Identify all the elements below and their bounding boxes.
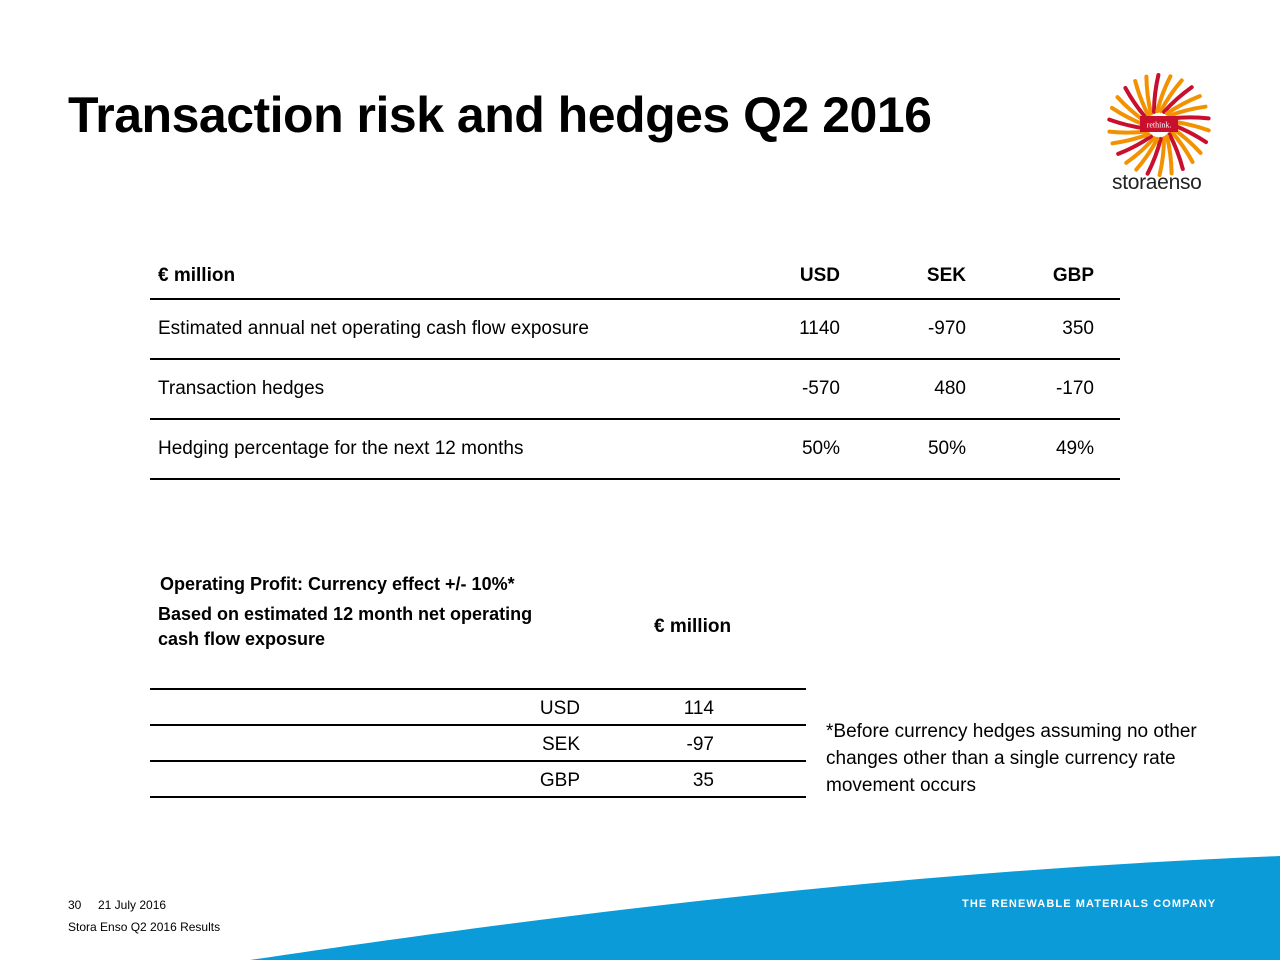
logo-ray [1145, 136, 1163, 176]
logo-ray [1144, 74, 1153, 116]
logo-ray [1162, 85, 1194, 114]
footer-subtitle: Stora Enso Q2 2016 Results [68, 920, 221, 934]
logo-ray [1158, 78, 1184, 114]
header-sek: SEK [926, 265, 966, 286]
company-logo: rethink. [1106, 72, 1212, 196]
exposure-table: € million USD SEK GBP Estimated annual n… [150, 258, 1120, 480]
row-label: Hedging percentage for the next 12 month… [158, 438, 524, 459]
logo-ray [1157, 136, 1166, 177]
page-number: 30 [68, 898, 82, 912]
sensitivity-subheading: Based on estimated 12 month net operatin… [158, 604, 533, 649]
sunburst-logo-icon: rethink. [1107, 73, 1211, 177]
effect-value: 114 [683, 698, 714, 719]
footnote: *Before currency hedges assuming no othe… [826, 721, 1197, 796]
cell-sek: -970 [927, 318, 966, 339]
table-row: Hedging percentage for the next 12 month… [150, 420, 1120, 480]
logo-ray [1167, 104, 1208, 118]
page-title: Transaction risk and hedges Q2 2016 [68, 87, 932, 143]
table-row: Transaction hedges -570 480 -170 [150, 360, 1120, 420]
brand-wordmark: storaenso [1112, 171, 1202, 194]
cell-sek: 480 [934, 378, 966, 399]
currency-label: SEK [541, 734, 580, 755]
logo-badge-text: rethink. [1147, 121, 1172, 130]
logo-ray [1165, 134, 1174, 176]
table-row: SEK -97 [150, 726, 806, 762]
row-label: Transaction hedges [158, 378, 325, 399]
logo-ray [1124, 136, 1156, 165]
cell-usd: -570 [801, 378, 840, 399]
cell-sek: 50% [927, 438, 966, 459]
footer-date: 21 July 2016 [98, 898, 167, 912]
currency-label: USD [539, 698, 580, 719]
header-gbp: GBP [1052, 265, 1094, 286]
table-header-row: € million USD SEK GBP [150, 258, 1120, 300]
table-row: GBP 35 [150, 762, 806, 798]
logo-ray [1152, 73, 1161, 114]
table-row: USD 114 [150, 690, 806, 726]
cell-gbp: 350 [1062, 318, 1094, 339]
sensitivity-unit: € million [654, 616, 732, 637]
logo-ray [1134, 136, 1160, 172]
logo-ray [1116, 134, 1153, 156]
sensitivity-table: USD 114 SEK -97 GBP 35 [150, 688, 806, 798]
logo-ray [1169, 129, 1195, 164]
header-usd: USD [799, 265, 840, 286]
effect-value: 35 [692, 770, 714, 791]
company-tagline: THE RENEWABLE MATERIALS COMPANY [962, 898, 1217, 910]
logo-badge [1140, 116, 1178, 132]
row-label: Estimated annual net operating cash flow… [158, 318, 589, 339]
sensitivity-heading: Operating Profit: Currency effect +/- 10… [160, 574, 515, 594]
cell-usd: 1140 [799, 318, 840, 339]
currency-label: GBP [539, 770, 580, 791]
logo-ray [1165, 94, 1202, 116]
logo-ray [1167, 132, 1185, 171]
cell-usd: 50% [801, 438, 840, 459]
logo-ray [1110, 132, 1151, 146]
header-unit: € million [158, 265, 236, 286]
table-row: Estimated annual net operating cash flow… [150, 300, 1120, 360]
swoosh-shape [250, 856, 1280, 960]
logo-ray [1133, 79, 1151, 118]
effect-value: -97 [686, 734, 714, 755]
cell-gbp: 49% [1055, 438, 1094, 459]
logo-ray [1155, 74, 1173, 114]
cell-gbp: -170 [1055, 378, 1094, 399]
